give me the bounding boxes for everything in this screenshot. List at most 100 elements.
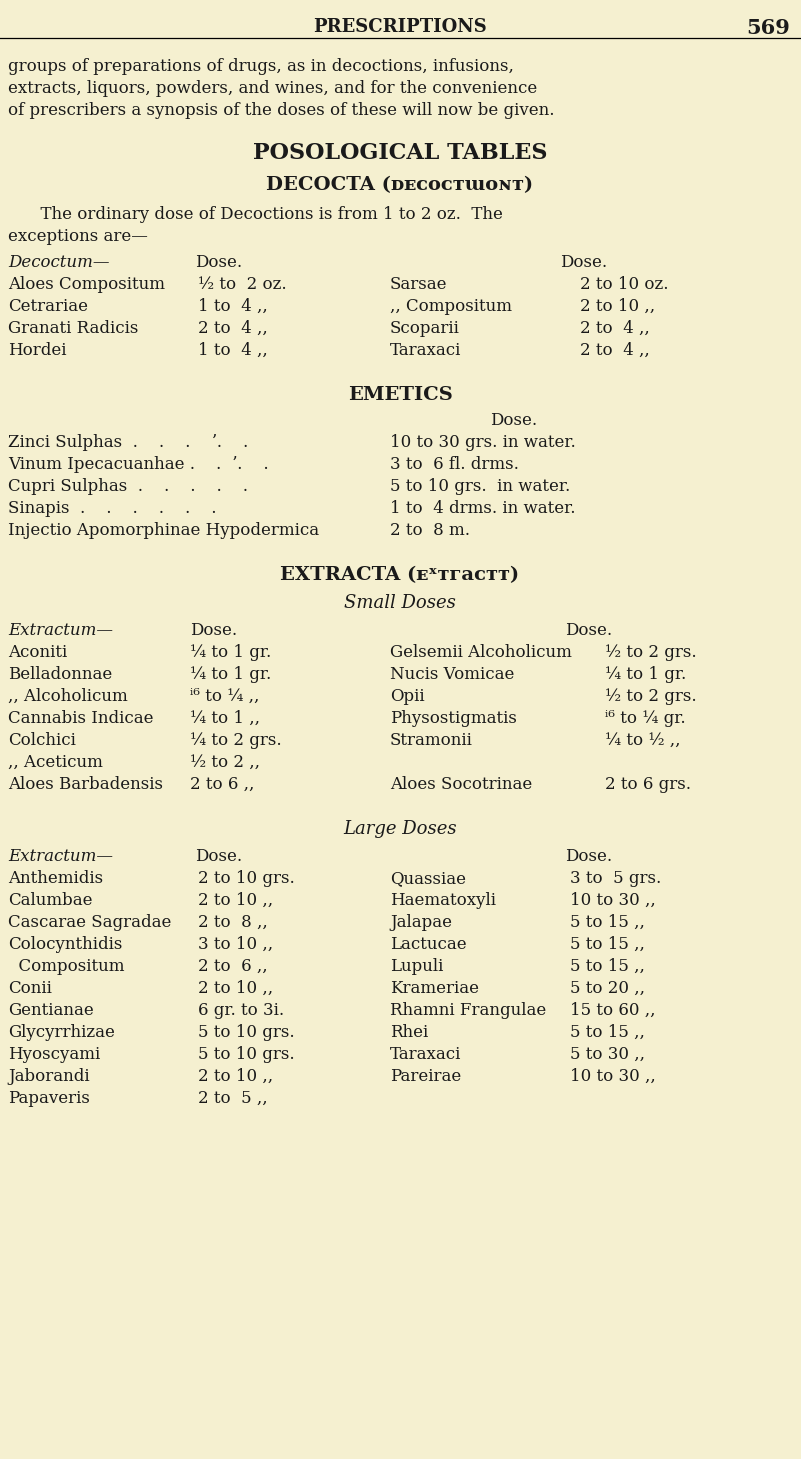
Text: Hyoscyami: Hyoscyami xyxy=(8,1046,100,1064)
Text: EXTRACTA (ᴇˣᴛгаᴄᴛᴛ): EXTRACTA (ᴇˣᴛгаᴄᴛᴛ) xyxy=(280,566,520,584)
Text: Taraxaci: Taraxaci xyxy=(390,341,461,359)
Text: 2 to  5 ,,: 2 to 5 ,, xyxy=(198,1090,268,1107)
Text: 6 gr. to 3i.: 6 gr. to 3i. xyxy=(198,1002,284,1018)
Text: 2 to  6 ,,: 2 to 6 ,, xyxy=(198,959,268,975)
Text: Dose.: Dose. xyxy=(195,848,242,865)
Text: exceptions are—: exceptions are— xyxy=(8,228,148,245)
Text: Belladonnae: Belladonnae xyxy=(8,665,112,683)
Text: ⁱ⁶ to ¼ ,,: ⁱ⁶ to ¼ ,, xyxy=(190,689,260,705)
Text: Vinum Ipecacuanhae .    .  ʼ.    .: Vinum Ipecacuanhae . . ʼ. . xyxy=(8,457,268,473)
Text: 2 to 10 ,,: 2 to 10 ,, xyxy=(580,298,655,315)
Text: Conii: Conii xyxy=(8,980,52,996)
Text: Hordei: Hordei xyxy=(8,341,66,359)
Text: 2 to 6 ,,: 2 to 6 ,, xyxy=(190,776,255,794)
Text: Injectio Apomorphinae Hypodermica: Injectio Apomorphinae Hypodermica xyxy=(8,522,319,538)
Text: Large Doses: Large Doses xyxy=(343,820,457,837)
Text: 15 to 60 ,,: 15 to 60 ,, xyxy=(570,1002,655,1018)
Text: Sinapis  .    .    .    .    .    .: Sinapis . . . . . . xyxy=(8,500,216,516)
Text: Aloes Socotrinae: Aloes Socotrinae xyxy=(390,776,532,794)
Text: of prescribers a synopsis of the doses of these will now be given.: of prescribers a synopsis of the doses o… xyxy=(8,102,554,120)
Text: 10 to 30 ,,: 10 to 30 ,, xyxy=(570,1068,656,1085)
Text: Gelsemii Alcoholicum: Gelsemii Alcoholicum xyxy=(390,643,572,661)
Text: Rhamni Frangulae: Rhamni Frangulae xyxy=(390,1002,546,1018)
Text: Colocynthidis: Colocynthidis xyxy=(8,937,123,953)
Text: Stramonii: Stramonii xyxy=(390,732,473,748)
Text: Gentianae: Gentianae xyxy=(8,1002,94,1018)
Text: 2 to  4 ,,: 2 to 4 ,, xyxy=(580,320,650,337)
Text: 5 to 10 grs.: 5 to 10 grs. xyxy=(198,1024,295,1042)
Text: 2 to  8 ,,: 2 to 8 ,, xyxy=(198,913,268,931)
Text: Granati Radicis: Granati Radicis xyxy=(8,320,139,337)
Text: 2 to  4 ,,: 2 to 4 ,, xyxy=(580,341,650,359)
Text: Compositum: Compositum xyxy=(8,959,124,975)
Text: 2 to 10 ,,: 2 to 10 ,, xyxy=(198,980,273,996)
Text: ¼ to 1 gr.: ¼ to 1 gr. xyxy=(190,643,272,661)
Text: 2 to  4 ,,: 2 to 4 ,, xyxy=(198,320,268,337)
Text: Zinci Sulphas  .    .    .    ʼ.    .: Zinci Sulphas . . . ʼ. . xyxy=(8,433,248,451)
Text: Quassiae: Quassiae xyxy=(390,870,466,887)
Text: 3 to  6 fl. drms.: 3 to 6 fl. drms. xyxy=(390,457,519,473)
Text: Dose.: Dose. xyxy=(565,848,612,865)
Text: 3 to  5 grs.: 3 to 5 grs. xyxy=(570,870,662,887)
Text: 2 to 10 grs.: 2 to 10 grs. xyxy=(198,870,295,887)
Text: Cetrariae: Cetrariae xyxy=(8,298,88,315)
Text: ¼ to ½ ,,: ¼ to ½ ,, xyxy=(605,732,681,748)
Text: Aloes Compositum: Aloes Compositum xyxy=(8,276,165,293)
Text: Papaveris: Papaveris xyxy=(8,1090,90,1107)
Text: Physostigmatis: Physostigmatis xyxy=(390,711,517,727)
Text: ,, Aceticum: ,, Aceticum xyxy=(8,754,103,770)
Text: ¼ to 1 gr.: ¼ to 1 gr. xyxy=(605,665,686,683)
Text: Cannabis Indicae: Cannabis Indicae xyxy=(8,711,154,727)
Text: PRESCRIPTIONS: PRESCRIPTIONS xyxy=(313,18,487,36)
Text: Decoctum—: Decoctum— xyxy=(8,254,110,271)
Text: 5 to 15 ,,: 5 to 15 ,, xyxy=(570,937,645,953)
Text: Extractum—: Extractum— xyxy=(8,622,113,639)
Text: 10 to 30 ,,: 10 to 30 ,, xyxy=(570,891,656,909)
Text: Krameriae: Krameriae xyxy=(390,980,479,996)
Text: Colchici: Colchici xyxy=(8,732,76,748)
Text: 2 to 6 grs.: 2 to 6 grs. xyxy=(605,776,691,794)
Text: 5 to 10 grs.  in water.: 5 to 10 grs. in water. xyxy=(390,479,570,495)
Text: Dose.: Dose. xyxy=(195,254,242,271)
Text: Rhei: Rhei xyxy=(390,1024,429,1042)
Text: Glycyrrhizae: Glycyrrhizae xyxy=(8,1024,115,1042)
Text: Nucis Vomicae: Nucis Vomicae xyxy=(390,665,514,683)
Text: ¼ to 1 gr.: ¼ to 1 gr. xyxy=(190,665,272,683)
Text: Scoparii: Scoparii xyxy=(390,320,460,337)
Text: ¼ to 1 ,,: ¼ to 1 ,, xyxy=(190,711,260,727)
Text: ¼ to 2 grs.: ¼ to 2 grs. xyxy=(190,732,282,748)
Text: Small Doses: Small Doses xyxy=(344,594,456,611)
Text: Dose.: Dose. xyxy=(565,622,612,639)
Text: DECOCTA (ᴅᴇᴄᴏᴄᴛɯᴏɴᴛ): DECOCTA (ᴅᴇᴄᴏᴄᴛɯᴏɴᴛ) xyxy=(267,177,533,194)
Text: Lactucae: Lactucae xyxy=(390,937,467,953)
Text: Aconiti: Aconiti xyxy=(8,643,67,661)
Text: Dose.: Dose. xyxy=(490,411,537,429)
Text: 2 to  8 m.: 2 to 8 m. xyxy=(390,522,470,538)
Text: 2 to 10 oz.: 2 to 10 oz. xyxy=(580,276,669,293)
Text: 2 to 10 ,,: 2 to 10 ,, xyxy=(198,1068,273,1085)
Text: ,, Alcoholicum: ,, Alcoholicum xyxy=(8,689,127,705)
Text: Calumbae: Calumbae xyxy=(8,891,92,909)
Text: ½ to 2 ,,: ½ to 2 ,, xyxy=(190,754,260,770)
Text: The ordinary dose of Decoctions is from 1 to 2 oz.  The: The ordinary dose of Decoctions is from … xyxy=(30,206,503,223)
Text: 5 to 20 ,,: 5 to 20 ,, xyxy=(570,980,645,996)
Text: ½ to 2 grs.: ½ to 2 grs. xyxy=(605,643,697,661)
Text: 2 to 10 ,,: 2 to 10 ,, xyxy=(198,891,273,909)
Text: Aloes Barbadensis: Aloes Barbadensis xyxy=(8,776,163,794)
Text: Dose.: Dose. xyxy=(560,254,607,271)
Text: Jalapae: Jalapae xyxy=(390,913,452,931)
Text: Anthemidis: Anthemidis xyxy=(8,870,103,887)
Text: Taraxaci: Taraxaci xyxy=(390,1046,461,1064)
Text: Cascarae Sagradae: Cascarae Sagradae xyxy=(8,913,171,931)
Text: 1 to  4 drms. in water.: 1 to 4 drms. in water. xyxy=(390,500,575,516)
Text: 5 to 15 ,,: 5 to 15 ,, xyxy=(570,959,645,975)
Text: 10 to 30 grs. in water.: 10 to 30 grs. in water. xyxy=(390,433,576,451)
Text: Extractum—: Extractum— xyxy=(8,848,113,865)
Text: Dose.: Dose. xyxy=(190,622,237,639)
Text: Haematoxyli: Haematoxyli xyxy=(390,891,496,909)
Text: 5 to 15 ,,: 5 to 15 ,, xyxy=(570,913,645,931)
Text: Sarsae: Sarsae xyxy=(390,276,448,293)
Text: Cupri Sulphas  .    .    .    .    .: Cupri Sulphas . . . . . xyxy=(8,479,248,495)
Text: 5 to 30 ,,: 5 to 30 ,, xyxy=(570,1046,645,1064)
Text: Jaborandi: Jaborandi xyxy=(8,1068,90,1085)
